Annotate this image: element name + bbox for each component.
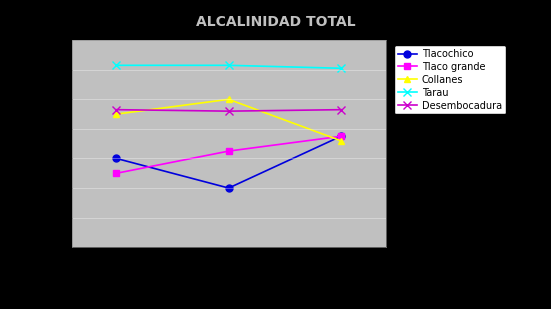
Text: ALCALINIDAD TOTAL: ALCALINIDAD TOTAL xyxy=(196,15,355,29)
Tlaco grande xyxy=(338,134,344,138)
Tlacochico xyxy=(225,186,232,190)
Tlacochico xyxy=(113,157,120,160)
Tlaco grande xyxy=(113,171,120,175)
Line: Tarau: Tarau xyxy=(112,61,345,72)
Line: Tlacochico: Tlacochico xyxy=(113,133,344,192)
Tlaco grande xyxy=(225,149,232,153)
Tarau xyxy=(225,63,232,67)
Desembocadura xyxy=(113,108,120,112)
Tlacochico xyxy=(338,134,344,138)
Desembocadura xyxy=(225,109,232,113)
Line: Collanes: Collanes xyxy=(113,96,344,144)
Tarau xyxy=(338,66,344,70)
Collanes xyxy=(225,97,232,101)
Desembocadura xyxy=(338,108,344,112)
Collanes xyxy=(113,112,120,116)
Collanes xyxy=(338,139,344,142)
Y-axis label: CaCO3 (ppm): CaCO3 (ppm) xyxy=(30,111,40,177)
Tarau xyxy=(113,63,120,67)
Legend: Tlacochico, Tlaco grande, Collanes, Tarau, Desembocadura: Tlacochico, Tlaco grande, Collanes, Tara… xyxy=(394,45,506,114)
Line: Desembocadura: Desembocadura xyxy=(112,105,345,115)
Line: Tlaco grande: Tlaco grande xyxy=(113,133,344,177)
